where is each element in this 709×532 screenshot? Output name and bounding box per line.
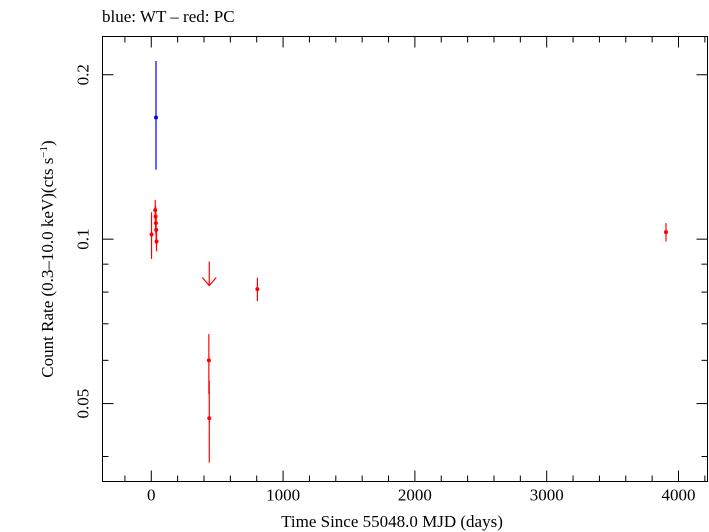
plot-frame [102, 36, 708, 482]
x-tick-label: 0 [147, 486, 156, 505]
series-pc [149, 199, 668, 463]
data-point [206, 358, 211, 363]
y-tick-label: 0.05 [74, 389, 93, 419]
data-point [207, 416, 212, 421]
x-tick-label: 2000 [398, 486, 432, 505]
data-point [154, 239, 159, 244]
y-axis-label-exponent: −1 [38, 146, 50, 158]
data-point [255, 287, 260, 292]
y-axis-label-main: Count Rate (0.3–10.0 keV)(cts s [38, 158, 57, 378]
x-tick-label: 1000 [266, 486, 300, 505]
axes: 0 1000 2000 3000 4000 0.05 0.1 0.2 [74, 36, 708, 505]
upper-limit-arrow [201, 261, 217, 287]
upper-limit-head [201, 277, 217, 287]
chart-title: blue: WT – red: PC [102, 7, 235, 26]
y-axis-label-end: ) [38, 140, 57, 146]
y-tick-label: 0.1 [74, 229, 93, 250]
y-axis-label: Count Rate (0.3–10.0 keV)(cts s−1) [38, 140, 57, 377]
x-tick-label: 3000 [530, 486, 564, 505]
series-wt [154, 60, 159, 170]
data-point [149, 232, 154, 237]
x-tick-label: 4000 [662, 486, 696, 505]
y-tick-label: 0.2 [74, 64, 93, 85]
x-axis-label: Time Since 55048.0 MJD (days) [281, 512, 503, 531]
data-marks [149, 60, 668, 463]
data-point [663, 230, 668, 235]
data-point [154, 115, 159, 120]
